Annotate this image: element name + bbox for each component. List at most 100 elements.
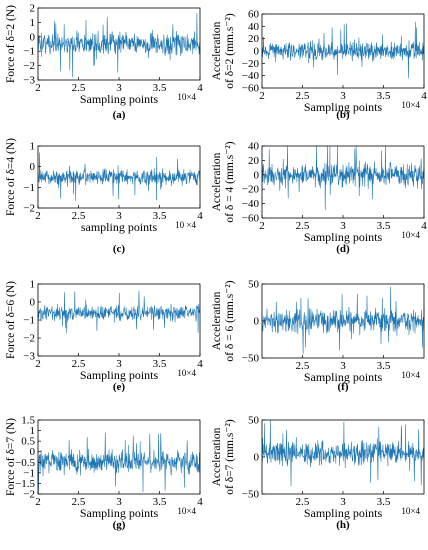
x-axis-exponent: 10×4	[401, 370, 420, 380]
signal-series-line	[261, 21, 425, 79]
y-tick-label: −1	[23, 467, 35, 479]
x-tick-label: 2	[35, 496, 41, 508]
chart-panel-7: 2 2.5 3 3.5 4 −2−1.5−1−0.500.511.5 Sampling po…	[5, 415, 203, 532]
x-tick-label: 3	[340, 90, 346, 102]
y-tick-label: −20	[242, 184, 260, 196]
y-tick-label: 0	[30, 446, 36, 458]
y-tick-label: 2	[30, 3, 36, 15]
x-tick-label: 3.5	[377, 496, 391, 508]
y-axis-label: Acceleration	[211, 152, 223, 211]
signal-series-line	[37, 290, 201, 334]
panel-caption: (a)	[113, 109, 126, 121]
x-tick-label: 3	[340, 220, 346, 232]
x-axis-exponent: 10×4	[177, 368, 196, 378]
y-tick-label: 20	[248, 155, 260, 167]
signal-series-line	[261, 145, 425, 211]
y-tick-label: 1	[30, 425, 36, 437]
y-tick-label: 0	[30, 297, 36, 309]
x-tick-label: 3.5	[377, 90, 391, 102]
x-axis-exponent: 10×4	[177, 506, 196, 516]
x-tick-label: 3	[116, 210, 122, 222]
y-tick-label: −50	[242, 353, 260, 365]
chart-panel-6: 2.5 3 3.5 −50 0 50 Sampling points 10×4 Accelera…	[211, 279, 425, 393]
y-tick-label: 20	[248, 33, 260, 45]
y-tick-label: −2	[23, 203, 35, 215]
signal-series-line	[261, 420, 425, 487]
x-tick-label: 3	[340, 496, 346, 508]
signal-series-line	[37, 432, 201, 494]
x-tick-label: 3	[116, 358, 122, 370]
y-axis-label: Acceleration	[211, 427, 223, 486]
x-tick-label: 2.5	[296, 220, 310, 232]
y-tick-label: 0	[254, 169, 260, 181]
y-tick-label: 0.5	[21, 436, 35, 448]
x-axis-label: Sampling points	[80, 92, 159, 106]
x-axis-exponent: 10×4	[401, 100, 420, 110]
y-tick-label: 1	[30, 279, 36, 291]
chart-panel-5: 2 2.5 3 3.5 4 −3 −2 −1 0 1 Sampling points 10×4 Forc…	[5, 279, 203, 394]
x-tick-label: 4	[421, 90, 427, 102]
panel-caption: (b)	[336, 109, 350, 121]
y-tick-label: 0	[254, 452, 260, 464]
y-tick-label: −1	[23, 182, 35, 194]
chart-panel-4: 2 2.5 3 3.5 4 −60 −40 −20 0 20 40 Sampling points 10…	[211, 141, 427, 256]
x-axis-label: Sampling points	[304, 100, 383, 114]
y-tick-label: 1	[30, 17, 36, 29]
y-tick-label: −2	[23, 333, 35, 345]
y-tick-label: −40	[242, 198, 260, 210]
y-tick-label: −1	[23, 46, 35, 58]
y-axis-label: Acceleration	[211, 21, 223, 80]
chart-panel-3: 2 2.5 3 3.5 4 −2 −1 0 1 sampling points 10 ×4 Force…	[5, 138, 203, 255]
y-axis-label: of δ = 4 (mm.s⁻²)	[224, 141, 236, 222]
panel-caption: (d)	[336, 243, 350, 255]
y-tick-label: −3	[23, 75, 35, 87]
y-tick-label: −50	[242, 489, 260, 501]
y-tick-label: −2	[23, 60, 35, 72]
y-tick-label: 0	[30, 161, 36, 173]
chart-panel-1: 2 2.5 3 3.5 4 −3 −2 −1 0 1 2 Sampling points 10×4 For…	[5, 3, 203, 122]
x-tick-label: 3	[340, 360, 346, 372]
y-axis-label: of δ=2 (mm.s⁻²)	[224, 13, 236, 89]
y-tick-label: 50	[248, 279, 260, 291]
signal-series-line	[37, 13, 201, 78]
x-tick-label: 4	[197, 210, 203, 222]
y-axis-label: Force of δ=7 (N)	[5, 418, 17, 496]
x-tick-label: 2	[35, 358, 41, 370]
signal-series-line	[261, 286, 425, 355]
panel-caption: (g)	[113, 519, 126, 531]
panel-caption: (h)	[336, 519, 350, 531]
x-tick-label: 3.5	[153, 82, 167, 94]
x-tick-label: 4	[197, 82, 203, 94]
x-tick-label: 2.5	[296, 496, 310, 508]
y-tick-label: 0	[254, 316, 260, 328]
x-tick-label: 3	[116, 82, 122, 94]
x-axis-label: Sampling points	[304, 506, 383, 520]
y-axis-label: of δ = 6 (mm.s⁻²)	[224, 280, 236, 361]
y-tick-label: −20	[242, 58, 260, 70]
y-tick-label: −1.5	[15, 478, 35, 490]
y-tick-label: 40	[248, 21, 260, 33]
x-tick-label: 2.5	[72, 496, 86, 508]
y-tick-label: 0	[254, 46, 260, 58]
y-tick-label: 50	[248, 415, 260, 427]
x-tick-label: 3.5	[153, 496, 167, 508]
y-tick-label: −3	[23, 351, 35, 363]
x-tick-label: 2	[259, 220, 265, 232]
x-axis-label: Sampling points	[304, 370, 383, 384]
y-axis-label: of δ=7 (mm.s⁻²)	[224, 419, 236, 495]
y-tick-label: 0	[30, 31, 36, 43]
x-axis-label: Sampling points	[304, 230, 383, 244]
y-tick-label: −2	[23, 489, 35, 501]
y-tick-label: −40	[242, 70, 260, 82]
x-tick-label: 3.5	[153, 210, 167, 222]
x-tick-label: 2	[259, 90, 265, 102]
x-tick-label: 2	[35, 82, 41, 94]
signal-series-line	[37, 152, 201, 201]
x-tick-label: 2	[35, 210, 41, 222]
y-tick-label: 40	[248, 141, 260, 153]
x-tick-label: 3.5	[377, 220, 391, 232]
y-axis-label: Force of δ=4 (N)	[5, 138, 17, 216]
x-tick-label: 3.5	[377, 360, 391, 372]
panel-caption: (f)	[338, 381, 349, 393]
x-tick-label: 2.5	[72, 358, 86, 370]
